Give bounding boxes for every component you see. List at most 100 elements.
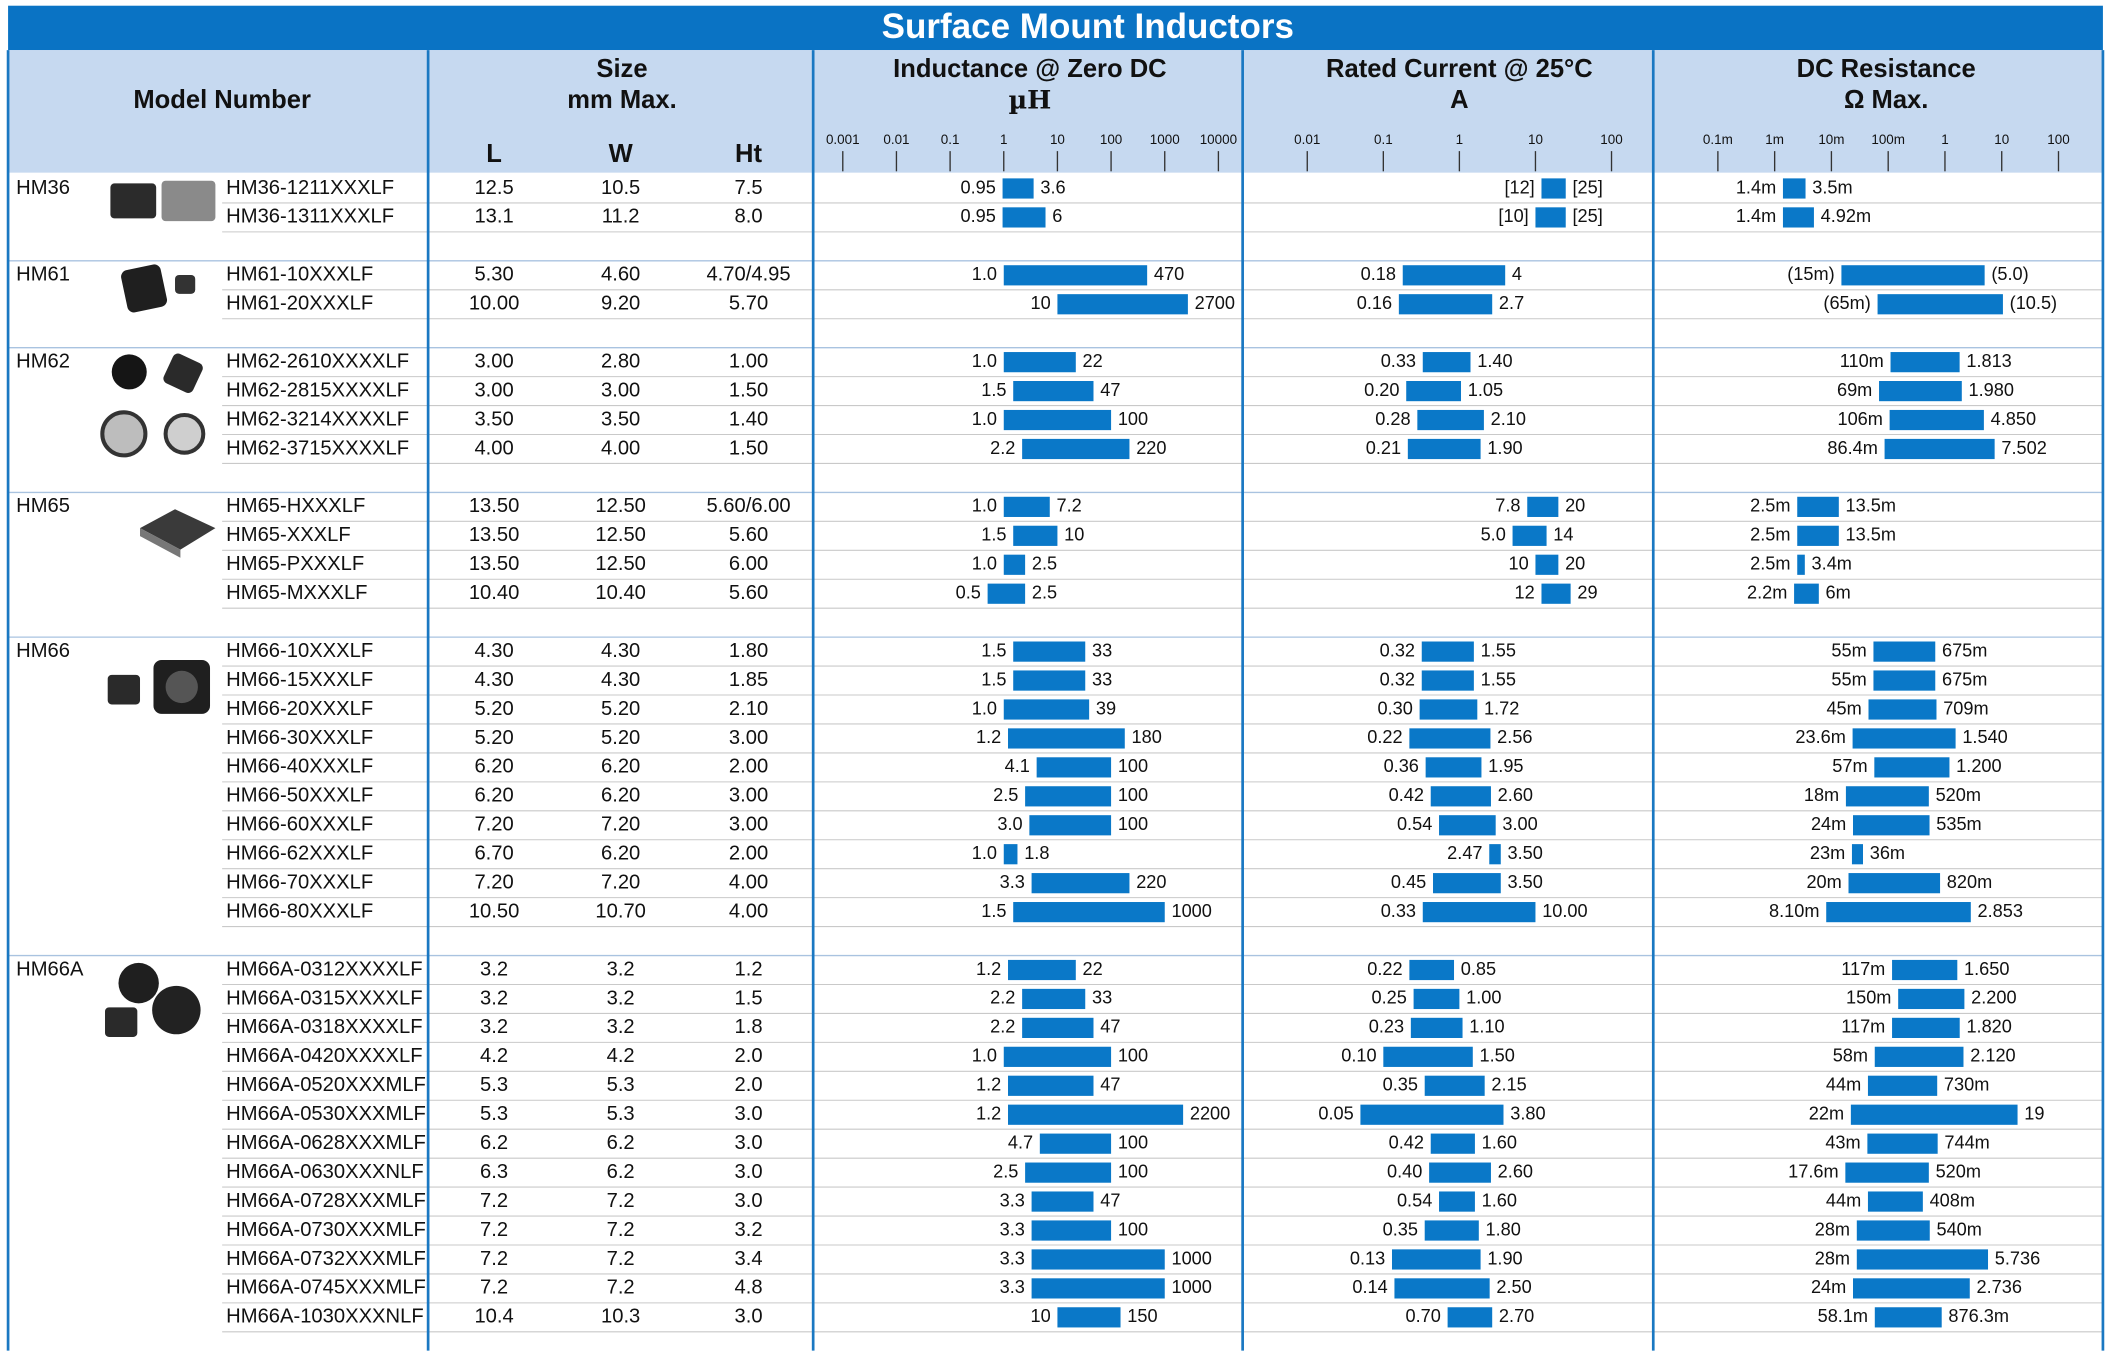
inductance-range-bar bbox=[1037, 757, 1111, 777]
current-min-label: 0.40 bbox=[1387, 1161, 1422, 1181]
current-min-label: 0.16 bbox=[1357, 293, 1392, 313]
current-min-label: 0.36 bbox=[1384, 756, 1419, 776]
resistance-max-label: 13.5m bbox=[1846, 525, 1896, 545]
model-number: HM66A-0318XXXXLF bbox=[226, 1016, 422, 1038]
size-w: 12.50 bbox=[595, 524, 646, 546]
resistance-range-bar bbox=[1875, 1047, 1964, 1067]
current-range-bar bbox=[1541, 584, 1570, 604]
inductance-range-bar bbox=[1040, 1134, 1111, 1154]
inductance-min-label: 1.5 bbox=[981, 380, 1006, 400]
inductance-range-bar bbox=[1008, 1105, 1183, 1125]
size-w: 10.5 bbox=[601, 177, 640, 199]
resistance-min-label: 106m bbox=[1837, 409, 1882, 429]
resistance-range-bar bbox=[1868, 1191, 1923, 1211]
icon bbox=[162, 181, 216, 221]
size-ht: 1.2 bbox=[735, 958, 763, 980]
inductance-max-label: 1000 bbox=[1171, 901, 1211, 921]
size-w: 4.60 bbox=[601, 264, 640, 286]
tick-label: 1 bbox=[1456, 132, 1463, 147]
resistance-max-label: 820m bbox=[1947, 872, 1992, 892]
current-min-label: 0.42 bbox=[1389, 785, 1424, 805]
current-min-label: [10] bbox=[1498, 206, 1528, 226]
header-inductance-unit: µH bbox=[1008, 85, 1051, 115]
resistance-max-label: 408m bbox=[1930, 1190, 1975, 1210]
resistance-min-label: 20m bbox=[1806, 872, 1841, 892]
size-l: 6.20 bbox=[474, 785, 513, 807]
current-min-label: [12] bbox=[1504, 177, 1534, 197]
tick-label: 10 bbox=[1528, 132, 1543, 147]
resistance-range-bar bbox=[1851, 1105, 2018, 1125]
current-range-bar bbox=[1535, 555, 1558, 575]
resistance-range-bar bbox=[1797, 555, 1805, 575]
current-min-label: 0.35 bbox=[1383, 1219, 1418, 1239]
current-range-bar bbox=[1409, 960, 1454, 980]
size-w: 3.50 bbox=[601, 408, 640, 430]
inductance-min-label: 1.0 bbox=[972, 264, 997, 284]
size-l: 3.00 bbox=[474, 379, 513, 401]
inductance-range-bar bbox=[1022, 989, 1085, 1009]
inductance-range-bar bbox=[1004, 844, 1018, 864]
resistance-min-label: 117m bbox=[1841, 959, 1885, 979]
size-ht: 3.0 bbox=[735, 1161, 763, 1183]
model-number: HM66A-0628XXXMLF bbox=[226, 1132, 426, 1154]
size-w: 2.80 bbox=[601, 350, 640, 372]
size-w: 4.00 bbox=[601, 437, 640, 459]
current-max-label: 3.80 bbox=[1510, 1104, 1545, 1124]
resistance-min-label: 1.4m bbox=[1736, 177, 1776, 197]
size-l: 13.50 bbox=[469, 553, 520, 575]
size-ht: 7.5 bbox=[735, 177, 763, 199]
model-number: HM61-20XXXLF bbox=[226, 293, 373, 315]
inductance-max-label: 100 bbox=[1118, 814, 1148, 834]
model-number: HM66A-0730XXXMLF bbox=[226, 1219, 426, 1241]
current-range-bar bbox=[1409, 728, 1490, 748]
resistance-min-label: (15m) bbox=[1787, 264, 1834, 284]
inductance-min-label: 3.3 bbox=[1000, 1277, 1025, 1297]
current-max-label: 2.10 bbox=[1491, 409, 1526, 429]
size-ht: 3.0 bbox=[735, 1306, 763, 1328]
resistance-range-bar bbox=[1875, 1307, 1942, 1327]
inductance-max-label: 22 bbox=[1083, 351, 1103, 371]
inductance-min-label: 2.2 bbox=[990, 1017, 1015, 1037]
model-number: HM66-15XXXLF bbox=[226, 669, 373, 691]
current-max-label: 2.15 bbox=[1491, 1075, 1526, 1095]
tick-label: 0.1 bbox=[1374, 132, 1393, 147]
series-name: HM36 bbox=[16, 177, 70, 199]
current-min-label: 0.35 bbox=[1383, 1075, 1418, 1095]
inductance-range-bar bbox=[1032, 1191, 1094, 1211]
resistance-min-label: 23.6m bbox=[1795, 727, 1845, 747]
size-l: 10.40 bbox=[469, 582, 520, 604]
size-ht: 1.5 bbox=[735, 987, 763, 1009]
inductance-range-bar bbox=[1013, 670, 1085, 690]
inductance-min-label: 0.5 bbox=[956, 583, 981, 603]
resistance-max-label: 520m bbox=[1936, 1161, 1981, 1181]
datasheet-table: Surface Mount Inductors Model Number Siz… bbox=[0, 0, 2111, 1351]
resistance-max-label: (5.0) bbox=[1991, 264, 2028, 284]
current-max-label: 1.72 bbox=[1484, 698, 1519, 718]
size-ht: 4.00 bbox=[729, 900, 768, 922]
current-range-bar bbox=[1527, 497, 1558, 517]
current-min-label: 0.14 bbox=[1352, 1277, 1387, 1297]
current-min-label: 0.22 bbox=[1367, 727, 1402, 747]
inductance-range-bar bbox=[1004, 555, 1025, 575]
icon bbox=[152, 986, 200, 1034]
current-max-label: 2.60 bbox=[1498, 1161, 1533, 1181]
resistance-max-label: 5.736 bbox=[1995, 1248, 2040, 1268]
inductance-min-label: 10 bbox=[1030, 293, 1050, 313]
model-number: HM66A-0315XXXXLF bbox=[226, 987, 422, 1009]
size-l: 5.20 bbox=[474, 698, 513, 720]
model-number: HM66A-0630XXXNLF bbox=[226, 1161, 423, 1183]
inductance-max-label: 470 bbox=[1154, 264, 1184, 284]
resistance-max-label: 2.200 bbox=[1971, 988, 2016, 1008]
series-name: HM66 bbox=[16, 640, 70, 662]
resistance-min-label: 44m bbox=[1826, 1190, 1861, 1210]
resistance-max-label: 675m bbox=[1942, 640, 1987, 660]
inductance-range-bar bbox=[1004, 352, 1076, 372]
inductance-max-label: 1.8 bbox=[1024, 843, 1049, 863]
resistance-range-bar bbox=[1841, 265, 1984, 285]
size-w: 6.20 bbox=[601, 785, 640, 807]
size-l: 6.70 bbox=[474, 843, 513, 865]
current-range-bar bbox=[1422, 642, 1474, 662]
resistance-min-label: 2.5m bbox=[1750, 496, 1790, 516]
current-max-label: 3.00 bbox=[1502, 814, 1537, 834]
icon bbox=[166, 415, 204, 453]
